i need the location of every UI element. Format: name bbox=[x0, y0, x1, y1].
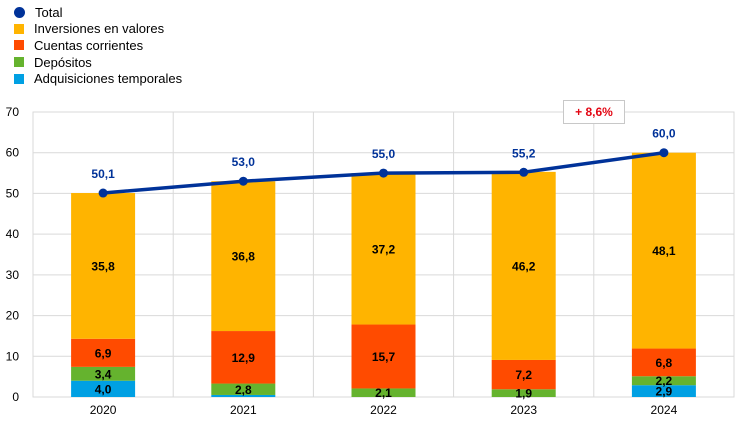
bar-segment bbox=[211, 383, 276, 395]
bar-segment bbox=[351, 324, 416, 389]
y-tick-label: 0 bbox=[12, 390, 19, 404]
bar-value-label: 6,8 bbox=[656, 356, 673, 370]
legend-item-cuentas: Cuentas corrientes bbox=[14, 37, 182, 54]
bar-value-label: 2,2 bbox=[656, 374, 673, 388]
bar-value-label: 6,9 bbox=[95, 346, 112, 360]
total-point bbox=[238, 176, 248, 186]
bar-value-label: 37,2 bbox=[372, 242, 396, 256]
legend-item-inversiones: Inversiones en valores bbox=[14, 21, 182, 38]
y-tick-label: 10 bbox=[6, 349, 20, 363]
bar-segment bbox=[71, 380, 136, 397]
x-tick-label: 2024 bbox=[651, 403, 678, 417]
legend-label-inversiones: Inversiones en valores bbox=[34, 21, 165, 37]
bar-value-label: 2,8 bbox=[235, 383, 252, 397]
bar-segment bbox=[71, 366, 136, 381]
x-tick-label: 2020 bbox=[90, 403, 117, 417]
total-point bbox=[519, 167, 529, 177]
legend-swatch-depositos bbox=[14, 57, 24, 68]
total-value-label: 55,0 bbox=[372, 147, 396, 161]
bar-value-label: 4,0 bbox=[95, 382, 112, 396]
y-tick-label: 20 bbox=[6, 309, 20, 323]
legend-item-adquisiciones: Adquisiciones temporales bbox=[14, 70, 182, 87]
bar-value-label: 3,4 bbox=[95, 367, 112, 381]
legend-swatch-inversiones bbox=[14, 23, 24, 34]
y-tick-label: 60 bbox=[6, 146, 20, 160]
legend: Total Inversiones en valores Cuentas cor… bbox=[14, 4, 182, 87]
total-value-label: 55,2 bbox=[512, 146, 536, 160]
bar-value-label: 46,2 bbox=[512, 259, 536, 273]
bar-segment bbox=[631, 376, 696, 386]
bar-segment bbox=[491, 359, 556, 390]
y-tick-label: 40 bbox=[6, 227, 20, 241]
bar-segment bbox=[631, 348, 696, 377]
x-tick-label: 2021 bbox=[230, 403, 257, 417]
total-point bbox=[379, 168, 388, 178]
bar-value-label: 36,8 bbox=[232, 250, 256, 264]
legend-label-total: Total bbox=[35, 4, 63, 20]
bar-segment bbox=[351, 388, 416, 397]
bar-segment bbox=[211, 331, 276, 384]
bar-segment bbox=[71, 338, 136, 367]
total-value-label: 60,0 bbox=[652, 127, 676, 141]
bar-segment bbox=[631, 385, 696, 397]
legend-item-depositos: Depósitos bbox=[14, 54, 182, 71]
x-tick-label: 2023 bbox=[510, 403, 537, 417]
legend-item-total: Total bbox=[14, 4, 182, 21]
total-point bbox=[659, 148, 669, 158]
y-tick-label: 30 bbox=[6, 268, 20, 282]
y-tick-label: 70 bbox=[6, 105, 20, 119]
bar-segment bbox=[71, 193, 136, 339]
bar-value-label: 12,9 bbox=[232, 351, 256, 365]
legend-swatch-total bbox=[14, 6, 25, 18]
bar-value-label: 2,9 bbox=[656, 385, 673, 399]
bar-segment bbox=[491, 171, 556, 360]
bar-value-label: 7,2 bbox=[515, 368, 532, 382]
total-value-label: 50,1 bbox=[91, 167, 115, 181]
y-tick-label: 50 bbox=[6, 186, 20, 200]
legend-swatch-adquisiciones bbox=[14, 73, 24, 84]
x-tick-label: 2022 bbox=[370, 403, 397, 417]
bar-segment bbox=[211, 181, 276, 332]
legend-swatch-cuentas bbox=[14, 40, 24, 51]
legend-label-adquisiciones: Adquisiciones temporales bbox=[34, 71, 183, 87]
bar-segment bbox=[631, 152, 696, 349]
bar-value-label: 48,1 bbox=[652, 244, 676, 258]
bar-value-label: 35,8 bbox=[91, 259, 115, 273]
bar-segment bbox=[211, 394, 276, 397]
legend-label-depositos: Depósitos bbox=[34, 54, 92, 70]
total-value-label: 53,0 bbox=[232, 155, 256, 169]
legend-label-cuentas: Cuentas corrientes bbox=[34, 37, 144, 53]
total-point bbox=[98, 188, 108, 198]
bar-segment bbox=[351, 173, 416, 325]
bar-value-label: 1,9 bbox=[515, 387, 532, 401]
bar-value-label: 2,1 bbox=[375, 386, 392, 400]
bar-value-label: 15,7 bbox=[372, 350, 396, 364]
bar-segment bbox=[491, 389, 556, 397]
growth-annotation: + 8,6% bbox=[563, 100, 625, 124]
